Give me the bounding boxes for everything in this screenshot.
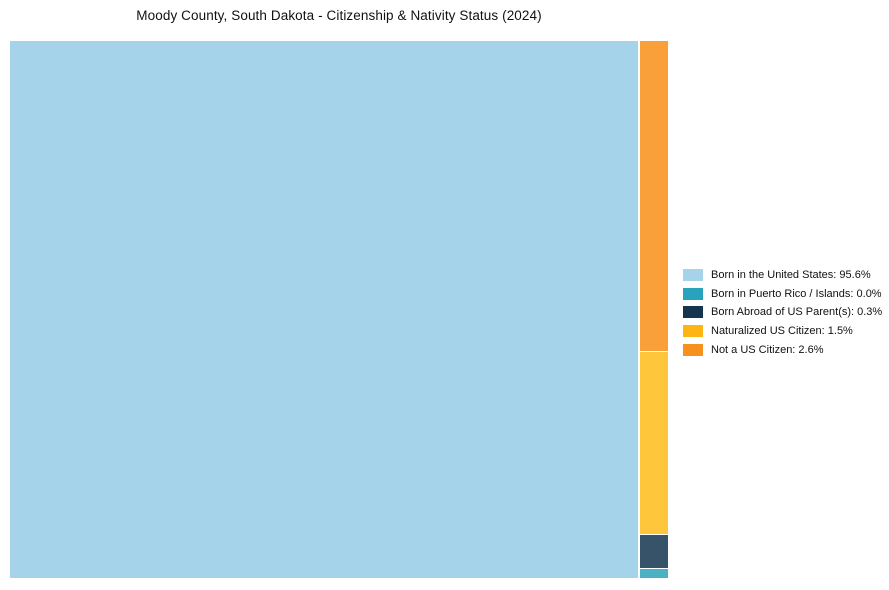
- legend-swatch-icon: [683, 287, 703, 300]
- chart-legend: Born in the United States: 95.6% Born in…: [683, 266, 882, 359]
- legend-item-born-abroad-of-us-parents[interactable]: Born Abroad of US Parent(s): 0.3%: [683, 303, 882, 322]
- treemap-plot-area: [10, 41, 668, 578]
- treemap-tile-born-abroad-of-us-parents[interactable]: [640, 534, 668, 568]
- legend-item-born-in-united-states[interactable]: Born in the United States: 95.6%: [683, 266, 882, 285]
- legend-item-label: Born in the United States: 95.6%: [711, 269, 871, 282]
- legend-swatch-icon: [683, 269, 703, 282]
- legend-item-label: Naturalized US Citizen: 1.5%: [711, 325, 853, 338]
- treemap-tile-not-a-us-citizen[interactable]: [640, 41, 668, 351]
- chart-title: Moody County, South Dakota - Citizenship…: [136, 8, 542, 23]
- legend-item-label: Born in Puerto Rico / Islands: 0.0%: [711, 287, 882, 300]
- treemap-tile-born-in-united-states[interactable]: [10, 41, 638, 578]
- legend-item-label: Not a US Citizen: 2.6%: [711, 343, 824, 356]
- legend-item-born-in-puerto-rico-islands[interactable]: Born in Puerto Rico / Islands: 0.0%: [683, 285, 882, 304]
- legend-item-not-a-us-citizen[interactable]: Not a US Citizen: 2.6%: [683, 340, 882, 359]
- treemap-tile-naturalized-us-citizen[interactable]: [640, 352, 668, 534]
- legend-swatch-icon: [683, 343, 703, 356]
- legend-swatch-icon: [683, 306, 703, 319]
- legend-item-naturalized-us-citizen[interactable]: Naturalized US Citizen: 1.5%: [683, 322, 882, 341]
- legend-swatch-icon: [683, 325, 703, 338]
- treemap-tile-born-in-puerto-rico-islands[interactable]: [640, 568, 668, 578]
- legend-item-label: Born Abroad of US Parent(s): 0.3%: [711, 306, 883, 319]
